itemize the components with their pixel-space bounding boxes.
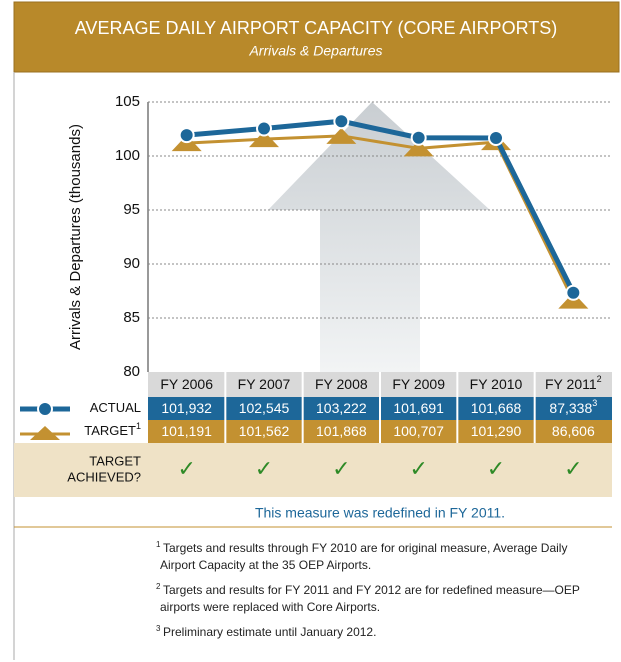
category: FY 2010 (470, 376, 523, 392)
legend-name: ACTUAL (90, 400, 141, 415)
point (249, 131, 279, 148)
footnote-text: airports were replaced with Core Airport… (160, 600, 380, 614)
series-line (186, 118, 576, 294)
achieved-check: ✓ (177, 456, 195, 481)
superscript: 3 (592, 398, 597, 408)
category: FY 2006 (160, 376, 213, 392)
legend-name: TARGET (84, 423, 136, 438)
achieved-check: ✓ (487, 456, 505, 481)
category: FY 2009 (392, 376, 445, 392)
value: 103,222 (316, 400, 367, 416)
category: FY 2011 (545, 376, 597, 392)
achieved-label: TARGET (89, 453, 141, 468)
value-label: 100,707 (393, 423, 444, 439)
footnote-text: Airport Capacity at the 35 OEP Airports. (160, 558, 371, 572)
value-label: 101,868 (316, 423, 367, 439)
value: 101,691 (393, 400, 444, 416)
value: 100,707 (393, 423, 444, 439)
superscript: 2 (597, 374, 602, 384)
value: 86,606 (552, 423, 595, 439)
point (333, 113, 350, 130)
x-tick-label: FY 2007 (238, 376, 291, 392)
achieved-check: ✓ (255, 456, 273, 481)
y-tick-label: 100 (115, 147, 140, 164)
superscript: 1 (136, 421, 141, 431)
value-label: 101,562 (239, 423, 290, 439)
chart-title: AVERAGE DAILY AIRPORT CAPACITY (CORE AIR… (75, 18, 557, 38)
value-label: 101,290 (471, 423, 522, 439)
value-label: 101,668 (471, 400, 522, 416)
y-tick-label: 105 (115, 93, 140, 110)
legend-icon (37, 401, 53, 417)
point (178, 127, 195, 144)
y-tick-label: 95 (123, 201, 140, 218)
y-tick-label: 80 (123, 363, 140, 380)
note: This measure was redefined in FY 2011. (255, 505, 505, 521)
header (13, 1, 620, 73)
achieved-check: ✓ (332, 456, 350, 481)
value-label: 102,545 (239, 400, 290, 416)
chart-subtitle: Arrivals & Departures (248, 43, 382, 59)
point (326, 127, 357, 144)
value: 102,545 (239, 400, 290, 416)
footnote-text: Preliminary estimate until January 2012. (163, 625, 376, 639)
value: 101,868 (316, 423, 367, 439)
x-tick-label: FY 2010 (470, 376, 523, 392)
point (256, 120, 272, 137)
value-label: 101,191 (161, 423, 212, 439)
legend-label: ACTUAL (90, 400, 141, 415)
arrow-decoration (268, 102, 490, 372)
footnote-text: Targets and results for FY 2011 and FY 2… (163, 583, 580, 597)
achieved-check: ✓ (409, 456, 427, 481)
y-tick-label: 85 (123, 309, 140, 326)
point (171, 135, 202, 152)
value: 101,668 (471, 400, 522, 416)
footnote-mark: 3 (156, 624, 161, 633)
footnote-text: Targets and results through FY 2010 are … (163, 541, 567, 555)
x-tick-label: FY 2009 (392, 376, 445, 392)
x-tick-label: FY 2006 (160, 376, 213, 392)
footnote-mark: 2 (156, 582, 161, 591)
value: 101,562 (239, 423, 290, 439)
x-tick-label: FY 2008 (315, 376, 368, 392)
value: 101,191 (161, 423, 212, 439)
value: 101,932 (161, 400, 212, 416)
value: 101,290 (471, 423, 522, 439)
value-label: 101,932 (161, 400, 212, 416)
footnote-mark: 1 (156, 540, 161, 549)
legend-label: TARGET1 (84, 421, 141, 438)
achieved-row (14, 443, 612, 497)
value-label: 87,3383 (549, 398, 597, 415)
x-tick-label: FY 20112 (545, 374, 602, 391)
value-label: 103,222 (316, 400, 367, 416)
point (410, 129, 427, 146)
point (488, 129, 504, 146)
category: FY 2007 (238, 376, 291, 392)
value-label: 86,606 (552, 423, 595, 439)
y-tick-label: 90 (123, 255, 140, 272)
point (565, 284, 582, 301)
category: FY 2008 (315, 376, 368, 392)
achieved-label: ACHIEVED? (67, 469, 141, 484)
value-label: 101,691 (393, 400, 444, 416)
point (403, 140, 434, 157)
y-axis-label: Arrivals & Departures (thousands) (67, 124, 84, 350)
value: 87,338 (549, 400, 592, 416)
achieved-check: ✓ (564, 456, 582, 481)
legend-icon (30, 426, 60, 440)
